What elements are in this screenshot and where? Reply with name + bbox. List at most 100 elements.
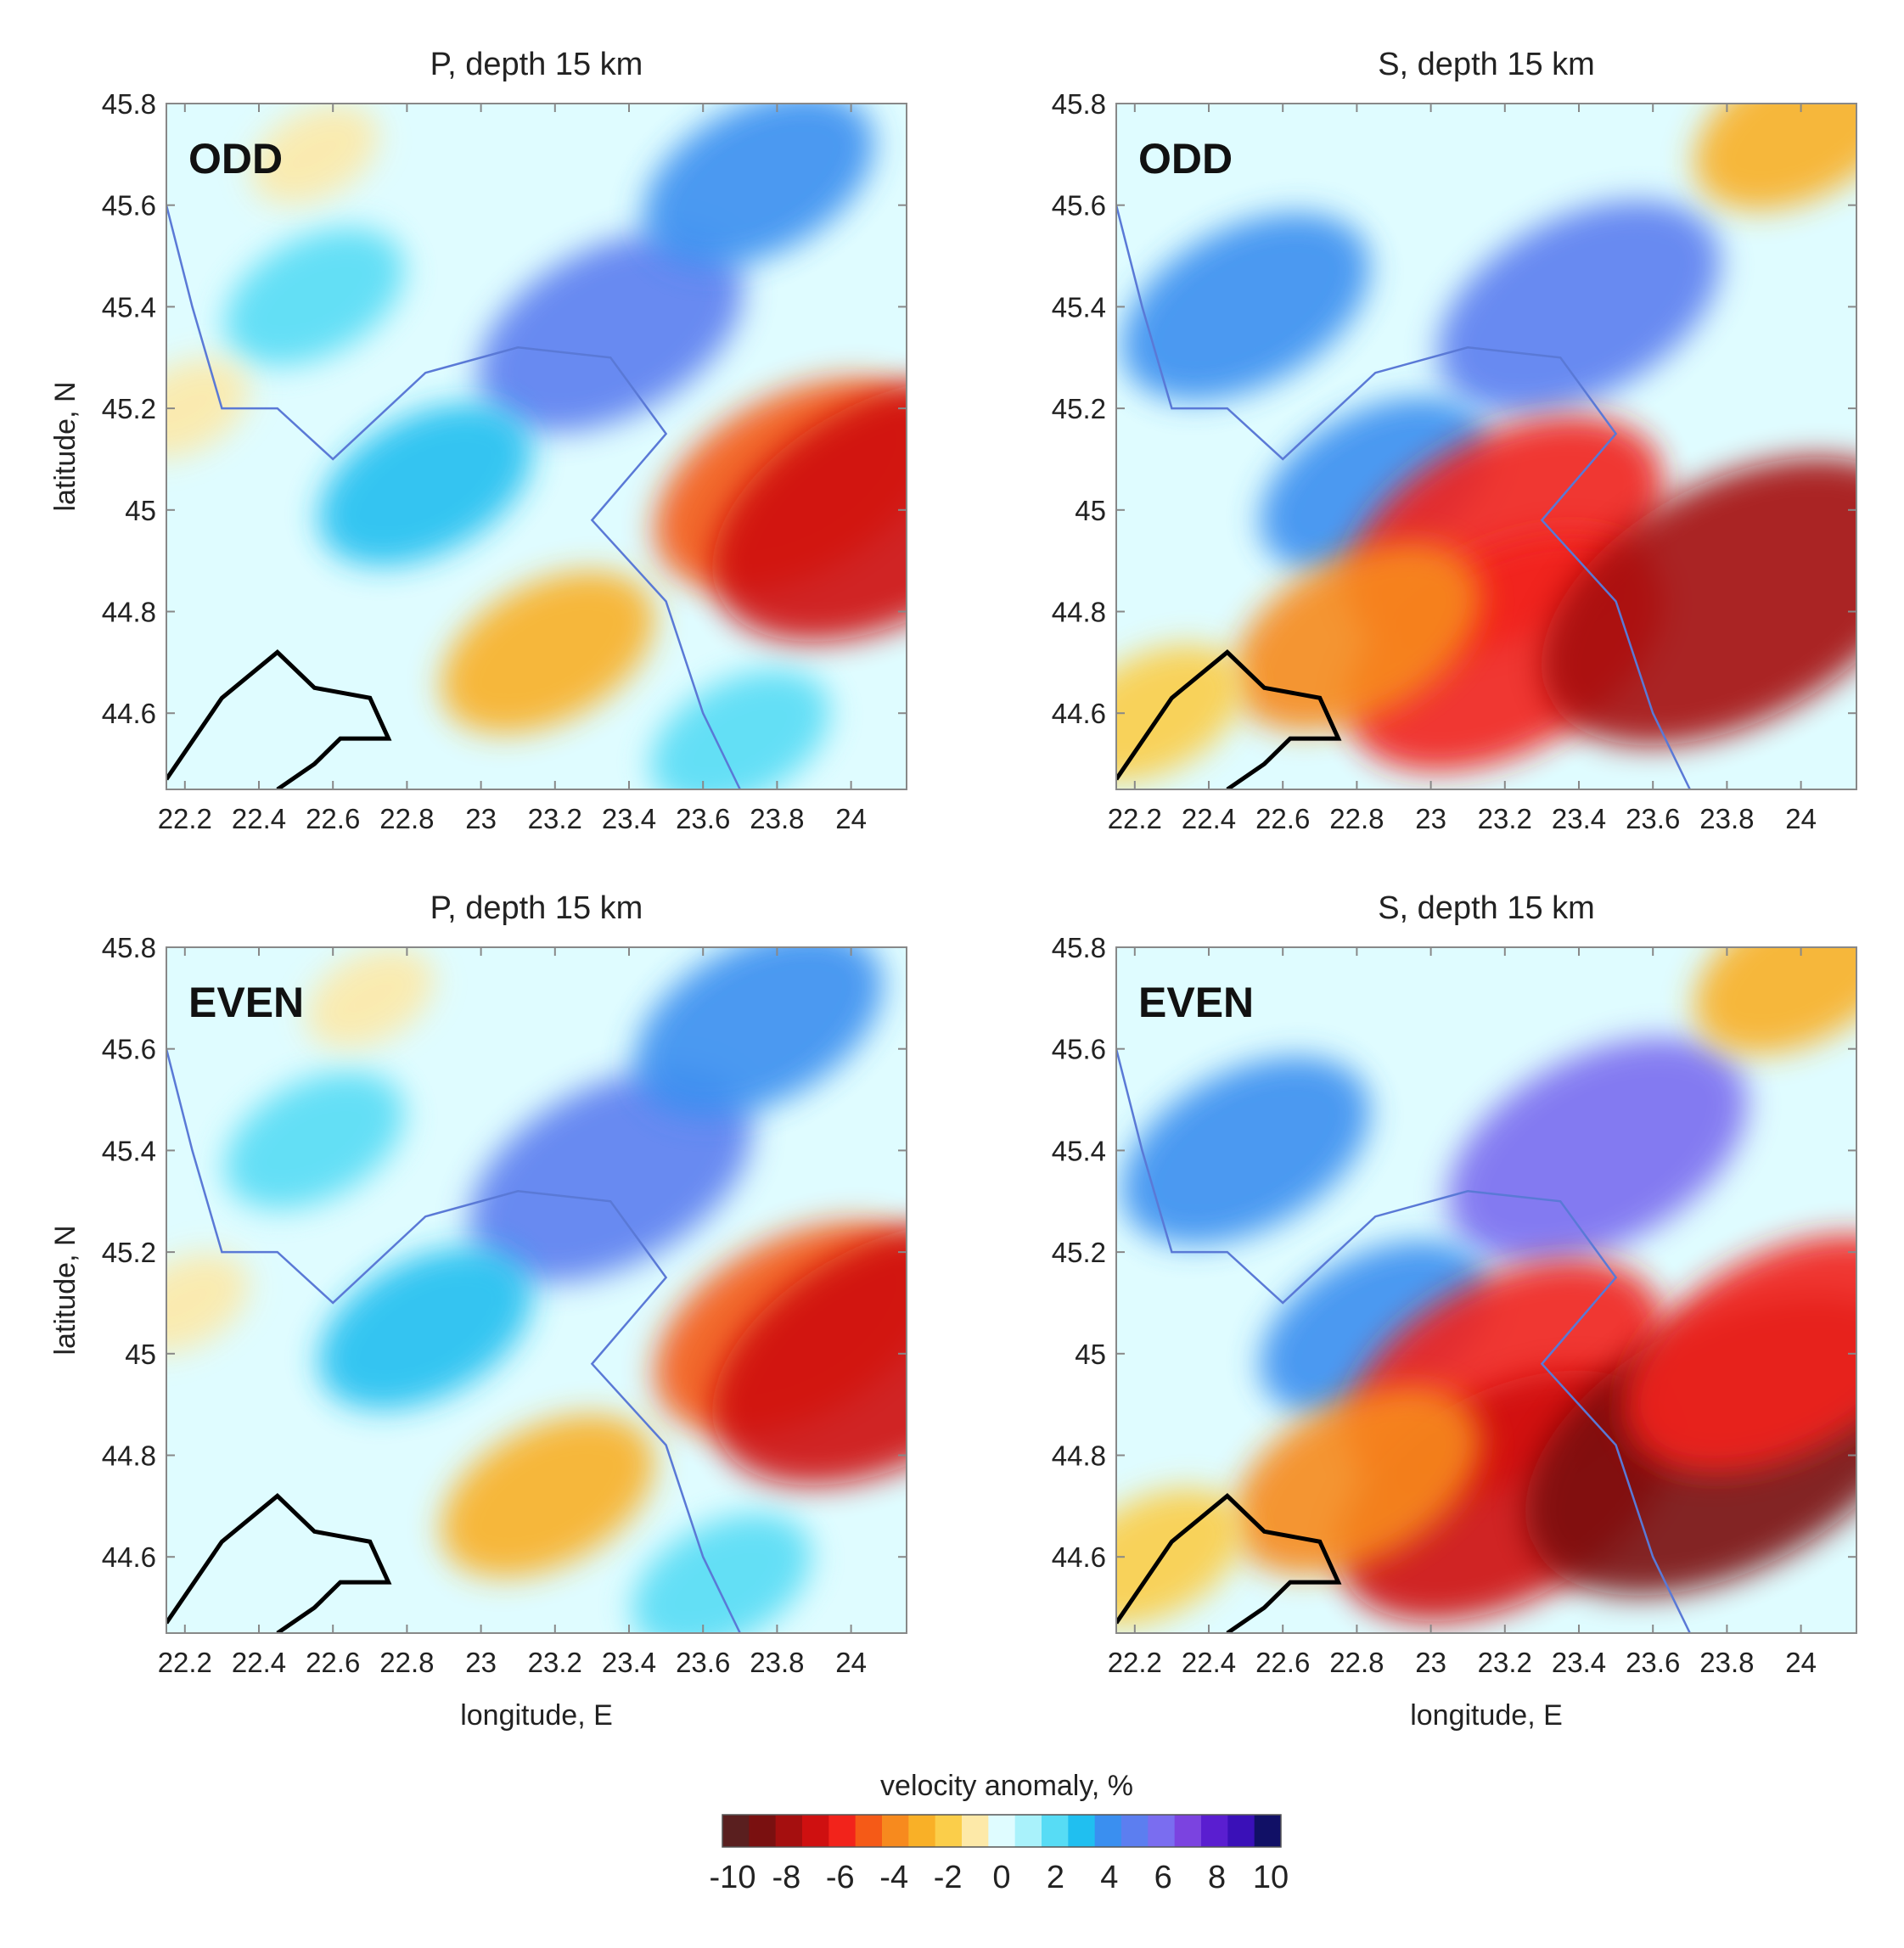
colorbar-tick-label: -6 [826, 1860, 855, 1895]
panel-4: S, depth 15 km EVEN 22.2 22.4 22.6 22.8 23 23.2… [1052, 890, 1857, 1732]
panel-3: P, depth 15 km EVEN 22.2 22.4 22.6 22.8 23 23.2… [49, 890, 907, 1732]
colorbar-tick-label: 4 [1100, 1860, 1118, 1895]
x-tick-label: 22.4 [1182, 803, 1236, 834]
y-tick-label: 44.6 [1052, 698, 1106, 729]
anomaly-6 [1542, 457, 1856, 746]
x-tick-label: 23.4 [1552, 803, 1606, 834]
x-tick-label: 22.2 [1108, 803, 1162, 834]
colorbar-swatch [1014, 1815, 1042, 1847]
anomaly-7 [1624, 1234, 1856, 1474]
y-tick-label: 44.8 [102, 1440, 156, 1472]
anomaly-field [166, 104, 907, 789]
river-line [1116, 1048, 1691, 1633]
anomaly-1 [1447, 1037, 1748, 1264]
colorbar-swatch [1201, 1815, 1228, 1847]
panel-frame [166, 103, 907, 790]
anomaly-9 [306, 947, 435, 1048]
anomaly-7 [1233, 542, 1481, 732]
y-tick-label: 44.8 [102, 597, 156, 628]
y-tick-label: 44.6 [1052, 1541, 1106, 1573]
colorbar-tick-label: -8 [772, 1860, 801, 1895]
x-tick-label: 23.2 [528, 803, 582, 834]
x-tick-label: 23.2 [1478, 803, 1532, 834]
colorbar-swatches [722, 1814, 1282, 1848]
x-tick-label: 22.2 [158, 1647, 212, 1678]
panel-label: ODD [1138, 135, 1233, 182]
y-tick-label: 45.4 [102, 1135, 156, 1166]
panel-1: P, depth 15 km ODD 22.2 22.4 22.6 22.8 23 23.2 2… [49, 47, 907, 834]
colorbar-swatch [1042, 1815, 1069, 1847]
y-tick-label: 44.6 [102, 1541, 156, 1573]
anomaly-2 [1121, 212, 1370, 401]
coastline-border [1116, 1493, 1342, 1633]
y-tick-label: 45.8 [1052, 88, 1106, 120]
x-tick-label: 22.4 [1182, 1647, 1236, 1678]
y-tick-label: 45.8 [102, 932, 156, 963]
colorbar-swatch [855, 1815, 883, 1847]
y-axis-label: latitude, N [49, 1225, 81, 1355]
colorbar-tick-label: 6 [1154, 1860, 1172, 1895]
panel-label: ODD [188, 135, 283, 182]
y-tick-label: 45.8 [102, 88, 156, 120]
river-line [1116, 205, 1691, 789]
y-tick-label: 45 [125, 1339, 156, 1370]
anomaly-10 [166, 1253, 250, 1353]
anomaly-field [1116, 947, 1856, 1626]
y-tick-label: 45.2 [1052, 1237, 1106, 1268]
anomaly-4 [224, 227, 405, 366]
colorbar-swatch [802, 1815, 829, 1847]
x-tick-label: 23.2 [1478, 1647, 1532, 1678]
colorbar-swatch [1174, 1815, 1202, 1847]
y-tick-label: 45.2 [102, 1237, 156, 1268]
y-tick-label: 44.8 [1052, 1440, 1106, 1472]
coastline-border [166, 1493, 392, 1633]
x-tick-label: 23.6 [1626, 803, 1680, 834]
colorbar-tick-label: 8 [1208, 1860, 1226, 1895]
x-tick-label: 22.8 [379, 803, 434, 834]
colorbar-swatch [935, 1815, 963, 1847]
anomaly-2 [643, 104, 874, 268]
y-tick-label: 45.2 [1052, 393, 1106, 424]
colorbar-title: velocity anomaly, % [880, 1770, 1133, 1802]
x-tick-label: 23.6 [676, 803, 730, 834]
panel-frame [1115, 103, 1857, 790]
panel-title: P, depth 15 km [430, 890, 643, 926]
x-axis-label: longitude, E [460, 1699, 613, 1732]
anomaly-7 [712, 1221, 907, 1485]
x-tick-label: 23.6 [1626, 1647, 1680, 1678]
colorbar-tick-labels: -10 -8 -6 -4 -2 0 2 4 6 8 10 [710, 1860, 1289, 1895]
y-tick-label: 45.6 [102, 1034, 156, 1065]
y-tick-label: 45.6 [1052, 190, 1106, 222]
anomaly-7 [712, 378, 907, 642]
x-tick-label: 22.6 [306, 1647, 360, 1678]
anomaly-field [166, 947, 907, 1633]
panel-title: S, depth 15 km [1378, 47, 1595, 82]
x-tick-label: 22.2 [158, 803, 212, 834]
y-tick-label: 45 [1075, 495, 1106, 526]
x-tick-label: 23 [465, 803, 497, 834]
anomaly-8 [441, 570, 655, 734]
anomaly-8 [1693, 104, 1856, 211]
river-line [166, 205, 741, 789]
colorbar-swatch [1254, 1815, 1282, 1847]
anomaly-5 [650, 670, 830, 789]
x-tick-label: 23.8 [1699, 803, 1754, 834]
panel-title: S, depth 15 km [1378, 890, 1595, 926]
colorbar-tick-label: 10 [1253, 1860, 1289, 1895]
colorbar-swatch [988, 1815, 1016, 1847]
y-tick-label: 45.6 [102, 190, 156, 222]
anomaly-3 [318, 1247, 533, 1410]
x-tick-label: 23 [1415, 803, 1446, 834]
anomaly-field [1116, 104, 1856, 783]
colorbar-swatch [828, 1815, 857, 1847]
x-tick-label: 24 [1785, 1647, 1817, 1678]
colorbar-swatch [1148, 1815, 1176, 1847]
coastline-border [1116, 649, 1342, 789]
anomaly-9 [1693, 947, 1856, 1054]
colorbar-swatch [775, 1815, 803, 1847]
colorbar-tick-label: -10 [710, 1860, 756, 1895]
colorbar-swatch [882, 1815, 909, 1847]
y-tick-label: 45.4 [102, 291, 156, 323]
anomaly-9 [250, 104, 379, 205]
